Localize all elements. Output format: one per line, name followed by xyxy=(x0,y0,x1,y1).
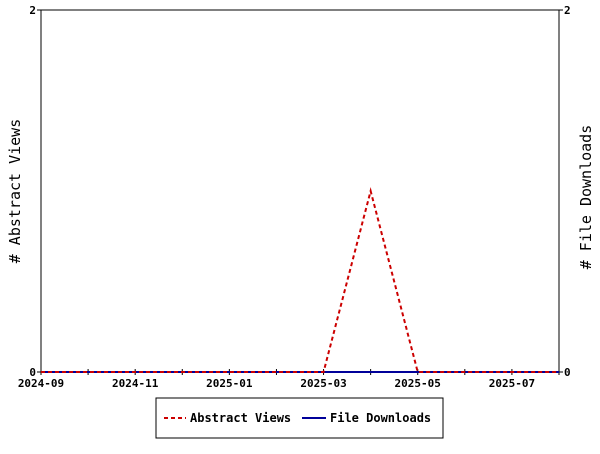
y-right-tick-label: 0 xyxy=(564,366,571,379)
legend-label-file-downloads: File Downloads xyxy=(330,411,431,425)
x-tick-label: 2024-11 xyxy=(112,377,159,390)
y-axis-right: 02 xyxy=(559,4,571,379)
legend-box xyxy=(155,397,444,439)
x-tick-label: 2025-03 xyxy=(300,377,346,390)
x-tick-label: 2025-07 xyxy=(489,377,535,390)
y-axis-right-title: # File Downloads xyxy=(577,125,595,270)
y-axis-left: 02 xyxy=(29,4,41,379)
series-line-abstract-views xyxy=(41,187,559,373)
legend: Abstract Views File Downloads xyxy=(155,397,444,439)
y-axis-left-title: # Abstract Views xyxy=(6,119,24,264)
x-tick-label: 2024-09 xyxy=(18,377,64,390)
plot-frame xyxy=(40,9,560,373)
x-tick-label: 2025-01 xyxy=(206,377,253,390)
y-left-tick-label: 2 xyxy=(29,4,36,17)
series-layer xyxy=(41,187,559,373)
x-tick-label: 2025-05 xyxy=(395,377,441,390)
y-right-tick-label: 2 xyxy=(564,4,571,17)
legend-label-abstract-views: Abstract Views xyxy=(190,411,291,425)
y-left-tick-label: 0 xyxy=(29,366,36,379)
x-axis: 2024-09 2024-11 2025-01 2025-03 2025-05 2025-… xyxy=(18,369,560,390)
